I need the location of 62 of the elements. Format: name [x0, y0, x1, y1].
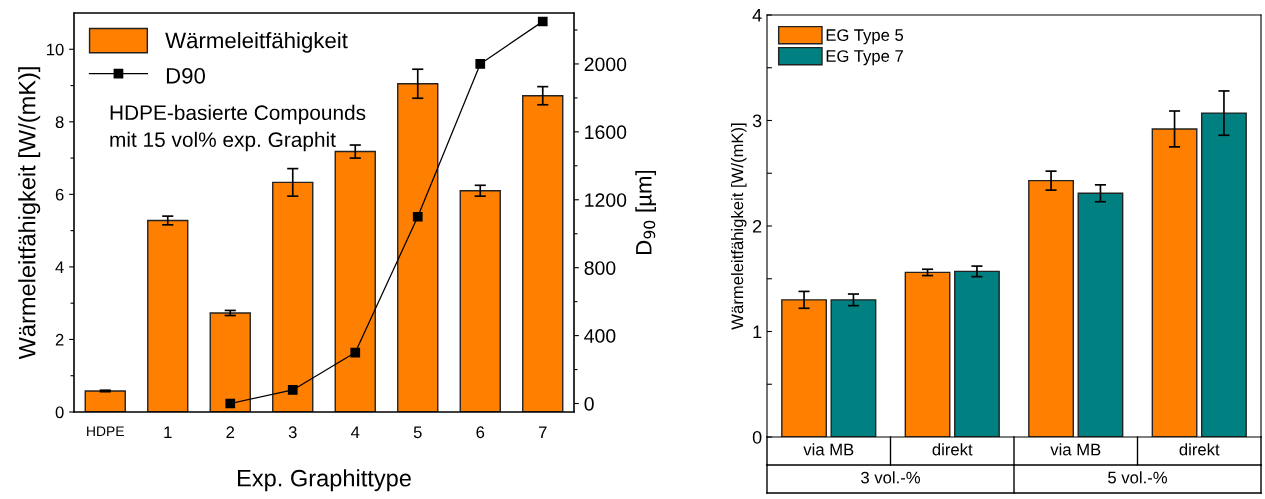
bar	[954, 270, 1000, 437]
bar	[522, 95, 564, 412]
x-tick-label: HDPE	[87, 426, 124, 436]
bar	[272, 181, 314, 412]
bar	[209, 312, 251, 412]
y-tick-label: 2	[753, 219, 762, 233]
point	[287, 385, 298, 395]
bar	[1201, 112, 1247, 437]
y2-tick-label: 1600	[585, 125, 627, 140]
y-tick-label: 3	[752, 114, 762, 128]
legend-label: D90	[166, 67, 206, 84]
y-axis-title: Wärmeleitfähigkeit [W/(mK)]	[731, 123, 747, 330]
bar	[84, 390, 126, 412]
bar	[397, 83, 439, 412]
x-tick-label: 6	[476, 426, 485, 439]
annotation: HDPE-basierte Compounds mit 15 vol% exp. Graphit	[110, 104, 366, 152]
legend-label: EG Type 7	[826, 50, 903, 66]
bar	[1077, 192, 1124, 437]
bar	[1151, 128, 1198, 437]
legend-label: EG Type 5	[826, 29, 904, 45]
y-tick-label: 10	[47, 43, 64, 56]
y-axis-title: Wärmeleitfähigkeit [W/(mK)]	[18, 67, 41, 360]
y-tick-label: 0	[752, 430, 762, 444]
point	[475, 59, 486, 69]
x-axis-title: Exp. Graphittype	[238, 469, 411, 492]
legend-label: Wärmeleitfähigkeit	[165, 32, 348, 53]
x-tick-label: 1	[164, 426, 172, 438]
x-tick-label: direkt	[932, 443, 973, 456]
bar	[904, 271, 951, 437]
bar	[334, 150, 376, 412]
point	[412, 211, 423, 222]
bar	[781, 299, 827, 437]
y2-tick-label: 2000	[584, 57, 627, 72]
x-tick-label: 5	[413, 426, 422, 439]
y-tick-label: 4	[752, 9, 762, 22]
y-tick-label: 4	[55, 261, 64, 273]
point	[350, 347, 361, 358]
x-tick-label: 7	[538, 426, 547, 438]
x-tick-label: 2	[226, 426, 235, 438]
y2-axis-title: D$_{90}$ [µm]	[635, 170, 657, 255]
bar	[147, 219, 189, 412]
bar	[830, 299, 877, 437]
x-tick-label: via MB	[803, 443, 854, 456]
y-tick-label: 8	[55, 116, 64, 129]
x-tick-label: direkt	[1179, 443, 1220, 456]
point	[225, 398, 236, 409]
x-tick-label: 3	[288, 426, 297, 439]
text: 5 vol.-%	[1108, 471, 1168, 484]
y-tick-label: 1	[753, 325, 762, 339]
y-tick-label: 2	[55, 333, 64, 346]
y2-tick-label: 0	[584, 396, 594, 411]
x-tick-label: 4	[351, 426, 360, 438]
y2-tick-label: 800	[584, 261, 616, 275]
y-tick-label: 0	[55, 406, 64, 419]
bar	[1028, 179, 1074, 437]
y2-tick-label: 400	[584, 329, 616, 343]
x-tick-label: via MB	[1050, 443, 1101, 456]
y2-tick-label: 1200	[585, 193, 627, 207]
y-tick-label: 6	[55, 188, 64, 201]
bar	[459, 190, 501, 412]
point	[537, 16, 548, 27]
text: 3 vol.-%	[861, 471, 921, 484]
